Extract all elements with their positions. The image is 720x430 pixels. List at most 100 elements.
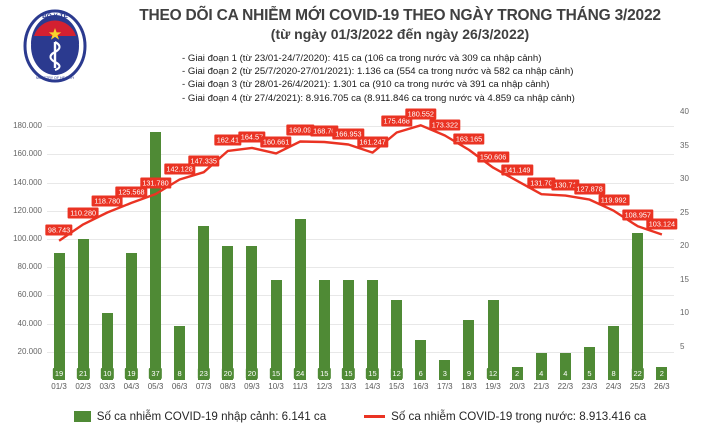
bar: 4 xyxy=(535,353,547,380)
bar: 9 xyxy=(463,319,475,380)
legend-label-domestic: Số ca nhiễm COVID-19 trong nước: 8.913.4… xyxy=(391,409,647,423)
line-value-label: 130.71 xyxy=(551,179,580,191)
x-axis-tick: 05/3 xyxy=(147,382,164,391)
line-value-label: 108.957 xyxy=(622,209,654,221)
gridline xyxy=(47,267,674,269)
bar-value-label: 3 xyxy=(440,368,449,379)
line-value-label: 141.149 xyxy=(501,164,533,176)
line-value-label: 169.09 xyxy=(286,124,314,136)
x-axis-tick: 03/3 xyxy=(99,382,116,391)
bar-column: 19 xyxy=(119,112,143,380)
bar: 8 xyxy=(608,326,620,380)
bar: 12 xyxy=(486,299,500,380)
page-title: THEO DÕI CA NHIỄM MỚI COVID-19 THEO NGÀY… xyxy=(139,7,661,24)
bar-value-label: 6 xyxy=(416,368,425,379)
title-block: THEO DÕI CA NHIỄM MỚI COVID-19 THEO NGÀY… xyxy=(100,6,700,44)
grid-area: 19 21 10 19 37 8 23 20 20 15 24 15 15 15 12 6 3 9 12 2 4 4 5 8 2… xyxy=(45,108,678,380)
x-axis-labels: 01/3 02/3 03/3 04/3 05/3 06/3 07/3 08/3 09/3 10/3… xyxy=(47,382,674,398)
bar: 4 xyxy=(559,353,571,380)
line-value-label: 164.57 xyxy=(238,131,266,143)
line-value-label: 118.780 xyxy=(91,195,123,207)
bar-value-label: 12 xyxy=(390,368,403,379)
y-axis-tick: 140.000 xyxy=(13,177,42,187)
line-value-label: 119.992 xyxy=(598,194,630,206)
bar-value-label: 15 xyxy=(366,368,379,379)
bar: 5 xyxy=(583,346,595,380)
y2-axis-tick: 15 xyxy=(680,274,689,284)
x-axis-tick: 20/3 xyxy=(509,382,525,391)
bar-column: 2 xyxy=(650,112,674,380)
line-value-label: 142.128 xyxy=(163,163,196,175)
bar-column: 20 xyxy=(240,112,264,380)
y2-axis-tick: 20 xyxy=(680,241,689,250)
bar: 15 xyxy=(318,279,331,380)
bar-value-label: 22 xyxy=(631,368,644,379)
line-value-label: 180.552 xyxy=(405,108,437,120)
bar: 23 xyxy=(197,225,210,380)
bar-column: 15 xyxy=(336,112,360,380)
line-value-label: 110.280 xyxy=(67,207,99,219)
bar-value-label: 12 xyxy=(486,368,500,379)
x-axis-tick: 18/3 xyxy=(461,382,477,391)
line-value-label: 162.41 xyxy=(214,134,242,146)
line-value-label: 173.322 xyxy=(429,119,461,131)
bar: 20 xyxy=(245,246,259,380)
svg-text:BỘ Y TẾ: BỘ Y TẾ xyxy=(42,10,68,20)
chart-plot-area: 20.000 40.000 60.000 80.000 100.000 120.000 14… xyxy=(0,107,720,380)
chart-legend: Số ca nhiễm COVID-19 nhập cảnh: 6.141 ca… xyxy=(0,404,720,428)
x-axis-tick: 22/3 xyxy=(557,382,574,391)
bar-value-label: 10 xyxy=(101,368,114,379)
line-value-label: 175.468 xyxy=(380,115,413,127)
y-axis-tick: 120.000 xyxy=(13,205,42,215)
bar: 3 xyxy=(439,359,451,380)
bar: 2 xyxy=(511,366,523,380)
bar-column: 24 xyxy=(288,112,312,380)
bar: 37 xyxy=(149,132,162,380)
bar-value-label: 19 xyxy=(125,368,138,379)
bar-value-label: 8 xyxy=(175,368,184,379)
bo-y-te-logo: BỘ Y TẾ MINISTRY OF HEALTH xyxy=(18,6,92,86)
y2-axis-tick: 35 xyxy=(680,140,689,150)
y-axis-tick: 160.000 xyxy=(13,149,42,159)
bar-column: 37 xyxy=(143,112,167,380)
bar-column: 12 xyxy=(481,112,505,380)
x-axis-tick: 26/3 xyxy=(654,382,670,391)
line-value-label: 98.743 xyxy=(45,224,73,236)
line-value-label: 161.247 xyxy=(356,136,389,148)
bar-value-label: 15 xyxy=(318,368,331,379)
bar-column: 15 xyxy=(312,112,336,380)
x-axis-tick: 24/3 xyxy=(605,382,622,391)
x-axis-tick: 07/3 xyxy=(195,382,212,391)
bar: 22 xyxy=(631,232,644,380)
line-swatch-icon xyxy=(364,414,386,418)
bar-value-label: 37 xyxy=(149,368,162,379)
line-value-label: 147.335 xyxy=(188,155,220,167)
bar: 8 xyxy=(174,326,186,380)
gridline xyxy=(47,351,674,353)
gridline xyxy=(47,323,674,325)
bar: 12 xyxy=(390,299,403,380)
y2-axis-tick: 5 xyxy=(680,341,685,351)
bar-column: 3 xyxy=(433,112,457,380)
bar-column: 5 xyxy=(577,112,601,380)
bar-value-label: 20 xyxy=(245,368,259,379)
bar-column: 9 xyxy=(457,112,481,380)
phase-line: - Giai đoạn 4 (từ 27/4/2021): 8.916.705 … xyxy=(182,92,575,104)
x-axis-tick: 17/3 xyxy=(437,382,453,391)
y2-axis-tick: 40 xyxy=(680,107,689,116)
y-axis-tick: 180.000 xyxy=(13,121,42,131)
x-axis-tick: 12/3 xyxy=(316,382,333,391)
x-axis-tick: 19/3 xyxy=(485,382,501,391)
bar-column: 4 xyxy=(553,112,577,380)
y-axis-left: 20.000 40.000 60.000 80.000 100.000 120.000 14… xyxy=(0,112,46,380)
bar-value-label: 15 xyxy=(269,368,283,379)
line-value-label: 127.878 xyxy=(573,183,606,195)
x-axis-tick: 14/3 xyxy=(364,382,381,391)
x-axis-tick: 13/3 xyxy=(340,382,357,391)
line-value-label: 168.70 xyxy=(310,125,338,137)
svg-text:MINISTRY OF HEALTH: MINISTRY OF HEALTH xyxy=(36,76,74,80)
bar-column: 22 xyxy=(626,112,650,380)
bar-column: 10 xyxy=(95,112,119,380)
bar: 2 xyxy=(656,366,668,380)
bar-value-label: 2 xyxy=(657,368,666,379)
